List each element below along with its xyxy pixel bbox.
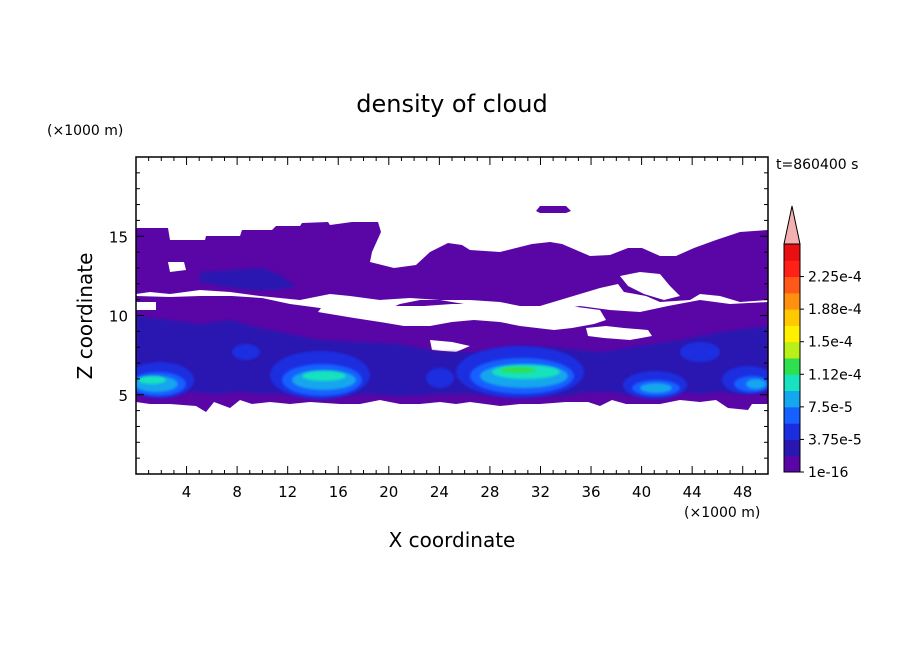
x-tick-label: 4	[182, 483, 192, 501]
x-tick-label: 32	[531, 483, 550, 501]
y-axis-label: Z coordinate	[73, 253, 97, 380]
x-tick-label: 36	[581, 483, 600, 501]
colorbar-swatch	[784, 260, 800, 278]
colorbar-extend-arrow	[783, 205, 801, 245]
colorbar-swatch	[784, 325, 800, 343]
colorbar-swatch	[784, 455, 800, 473]
contour-gap-2	[586, 326, 652, 340]
colorbar: 1e-16 3.75e-5 7.5e-5 1.12e-4 1.5e-4 1.88e-4 2.…	[783, 205, 862, 481]
time-label: t=860400 s	[776, 157, 858, 173]
colorbar-swatch	[784, 439, 800, 457]
x-tick-label: 48	[733, 483, 752, 501]
contour-gap-5	[620, 272, 680, 300]
x-tick-label: 20	[379, 483, 398, 501]
contour-gap-4	[430, 340, 470, 352]
colorbar-swatch	[784, 406, 800, 424]
contour-gap-6	[168, 262, 186, 272]
colorbar-swatch	[784, 423, 800, 440]
colorbar-label: 1.88e-4	[808, 302, 862, 318]
y-unit-label: (×1000 m)	[47, 123, 123, 139]
x-unit-label: (×1000 m)	[684, 505, 760, 521]
colorbar-label: 1e-16	[808, 465, 848, 481]
colorbar-label: 1.12e-4	[808, 367, 862, 383]
colorbar-swatch	[784, 292, 800, 310]
chart-title: density of cloud	[356, 90, 547, 118]
x-tick-label: 24	[430, 483, 449, 501]
colorbar-swatch	[784, 374, 800, 392]
y-tick-label: 5	[118, 387, 128, 405]
colorbar-label: 7.5e-5	[808, 400, 853, 416]
contour-gap-1	[318, 304, 606, 330]
x-tick-label: 12	[278, 483, 297, 501]
contour-field	[136, 206, 768, 412]
x-tick-label: 40	[632, 483, 651, 501]
contour-cloud-patch	[536, 206, 571, 213]
colorbar-label: 2.25e-4	[808, 270, 862, 286]
contour-gap-7	[136, 302, 156, 310]
colorbar-swatch	[784, 341, 800, 359]
colorbar-swatch	[784, 309, 800, 326]
y-tick-label: 10	[109, 308, 128, 326]
colorbar-label: 1.5e-4	[808, 335, 853, 351]
x-tick-label: 44	[683, 483, 702, 501]
colorbar-swatch	[784, 390, 800, 408]
x-tick-label: 8	[232, 483, 242, 501]
colorbar-swatch	[784, 244, 800, 261]
colorbar-swatch	[784, 358, 800, 375]
y-tick-label: 15	[109, 228, 128, 246]
contour-level-2-streak	[200, 268, 296, 290]
x-tick-label: 28	[480, 483, 499, 501]
x-axis-label: X coordinate	[389, 528, 516, 552]
colorbar-swatch	[784, 276, 800, 294]
x-tick-label: 16	[329, 483, 348, 501]
contour-level-7-cells	[500, 367, 536, 373]
colorbar-frame	[783, 243, 801, 473]
colorbar-label: 3.75e-5	[808, 432, 862, 448]
